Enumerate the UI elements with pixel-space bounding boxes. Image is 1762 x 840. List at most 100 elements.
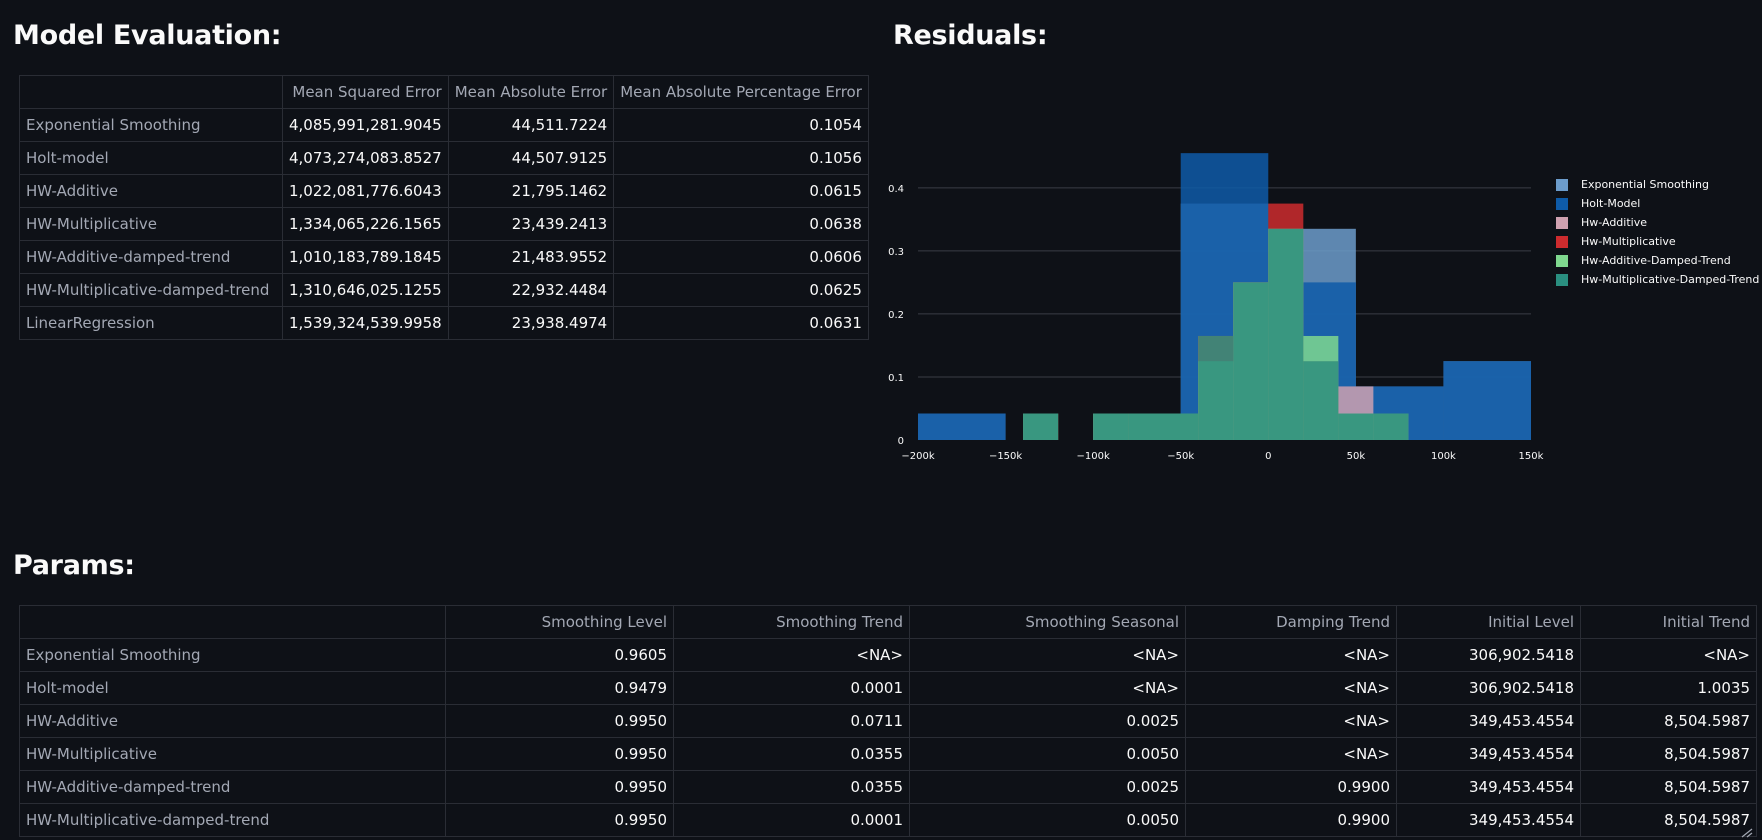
table-cell[interactable]: 0.0001 xyxy=(673,671,910,705)
table-cell[interactable]: <NA> xyxy=(673,638,910,672)
table-cell[interactable]: <NA> xyxy=(1185,671,1397,705)
row-label[interactable]: HW-Additive-damped-trend xyxy=(19,770,446,804)
column-header[interactable]: Smoothing Seasonal xyxy=(909,605,1186,639)
table-cell[interactable]: 349,453.4554 xyxy=(1396,803,1581,837)
table-cell[interactable]: 1.0035 xyxy=(1580,671,1757,705)
row-label[interactable]: Holt-model xyxy=(19,141,283,175)
legend-item[interactable]: Holt-Model xyxy=(1556,194,1759,213)
table-cell[interactable]: 0.0355 xyxy=(673,770,910,804)
table-cell[interactable]: 0.0050 xyxy=(909,737,1186,771)
histogram-bar[interactable] xyxy=(1093,413,1129,440)
row-label[interactable]: HW-Multiplicative-damped-trend xyxy=(19,803,446,837)
table-cell[interactable]: 1,310,646,025.1255 xyxy=(282,273,449,307)
histogram-bar[interactable] xyxy=(1373,413,1409,440)
row-label[interactable]: LinearRegression xyxy=(19,306,283,340)
row-label[interactable]: HW-Additive xyxy=(19,174,283,208)
index-header[interactable] xyxy=(19,605,446,639)
table-cell[interactable]: 21,483.9552 xyxy=(447,240,615,274)
histogram-bar[interactable] xyxy=(1443,361,1531,440)
table-cell[interactable]: 0.0638 xyxy=(613,207,869,241)
column-header[interactable]: Mean Absolute Error xyxy=(447,75,615,109)
table-cell[interactable]: 0.9950 xyxy=(445,737,674,771)
table-cell[interactable]: 306,902.5418 xyxy=(1396,638,1581,672)
table-cell[interactable]: 0.9950 xyxy=(445,770,674,804)
table-cell[interactable]: 0.9900 xyxy=(1185,803,1397,837)
table-cell[interactable]: 1,022,081,776.6043 xyxy=(282,174,449,208)
table-cell[interactable]: 0.9479 xyxy=(445,671,674,705)
table-cell[interactable]: 1,010,183,789.1845 xyxy=(282,240,449,274)
table-cell[interactable]: 349,453.4554 xyxy=(1396,737,1581,771)
histogram-bar[interactable] xyxy=(1023,413,1059,440)
row-label[interactable]: HW-Multiplicative xyxy=(19,737,446,771)
model-evaluation-table[interactable]: Mean Squared Error Mean Absolute Error Mea… xyxy=(19,75,869,340)
table-cell[interactable]: 4,085,991,281.9045 xyxy=(282,108,449,142)
chart-legend[interactable]: Exponential Smoothing Holt-Model Hw-Additi… xyxy=(1556,175,1759,289)
table-cell[interactable]: 0.9950 xyxy=(445,704,674,738)
table-cell[interactable]: 0.0606 xyxy=(613,240,869,274)
column-header[interactable]: Initial Trend xyxy=(1580,605,1757,639)
table-cell[interactable]: <NA> xyxy=(1185,737,1397,771)
row-label[interactable]: HW-Additive-damped-trend xyxy=(19,240,283,274)
table-cell[interactable]: 349,453.4554 xyxy=(1396,770,1581,804)
table-cell[interactable]: 8,504.5987 xyxy=(1580,737,1757,771)
histogram-bar[interactable] xyxy=(1128,413,1199,440)
table-cell[interactable]: 1,539,324,539.9958 xyxy=(282,306,449,340)
row-label[interactable]: HW-Multiplicative-damped-trend xyxy=(19,273,283,307)
column-header[interactable]: Smoothing Level xyxy=(445,605,674,639)
histogram-bar[interactable] xyxy=(1198,335,1234,440)
table-cell[interactable]: <NA> xyxy=(1185,704,1397,738)
table-cell[interactable]: 44,507.9125 xyxy=(447,141,615,175)
histogram-bar[interactable] xyxy=(1268,228,1304,440)
legend-item[interactable]: Hw-Additive xyxy=(1556,213,1759,232)
table-cell[interactable]: 349,453.4554 xyxy=(1396,704,1581,738)
column-header[interactable]: Smoothing Trend xyxy=(673,605,910,639)
table-cell[interactable]: 0.0001 xyxy=(673,803,910,837)
legend-item[interactable]: Hw-Multiplicative xyxy=(1556,232,1759,251)
row-label[interactable]: HW-Multiplicative xyxy=(19,207,283,241)
column-header[interactable]: Mean Squared Error xyxy=(282,75,449,109)
table-cell[interactable]: 0.0355 xyxy=(673,737,910,771)
table-cell[interactable]: 8,504.5987 xyxy=(1580,803,1757,837)
table-cell[interactable]: 306,902.5418 xyxy=(1396,671,1581,705)
row-label[interactable]: Exponential Smoothing xyxy=(19,108,283,142)
residuals-histogram[interactable]: 0 0.1 0.2 0.3 0.4 −200k −150k −100k −50k 0 50k 100k… xyxy=(880,150,1640,480)
table-cell[interactable]: 0.9900 xyxy=(1185,770,1397,804)
table-cell[interactable]: 0.1054 xyxy=(613,108,869,142)
legend-item[interactable]: Exponential Smoothing xyxy=(1556,175,1759,194)
table-cell[interactable]: 0.0711 xyxy=(673,704,910,738)
table-cell[interactable]: <NA> xyxy=(1185,638,1397,672)
table-cell[interactable]: 0.9950 xyxy=(445,803,674,837)
table-cell[interactable]: 0.0025 xyxy=(909,770,1186,804)
table-cell[interactable]: 1,334,065,226.1565 xyxy=(282,207,449,241)
row-label[interactable]: Holt-model xyxy=(19,671,446,705)
table-cell[interactable]: <NA> xyxy=(1580,638,1757,672)
table-cell[interactable]: 44,511.7224 xyxy=(447,108,615,142)
table-cell[interactable]: 8,504.5987 xyxy=(1580,770,1757,804)
row-label[interactable]: Exponential Smoothing xyxy=(19,638,446,672)
table-cell[interactable]: 22,932.4484 xyxy=(447,273,615,307)
column-header[interactable]: Initial Level xyxy=(1396,605,1581,639)
column-header[interactable]: Damping Trend xyxy=(1185,605,1397,639)
table-cell[interactable]: 23,439.2413 xyxy=(447,207,615,241)
legend-item[interactable]: Hw-Multiplicative-Damped-Trend xyxy=(1556,270,1759,289)
table-cell[interactable]: 0.0050 xyxy=(909,803,1186,837)
table-cell[interactable]: 8,504.5987 xyxy=(1580,704,1757,738)
table-cell[interactable]: <NA> xyxy=(909,638,1186,672)
row-label[interactable]: HW-Additive xyxy=(19,704,446,738)
table-cell[interactable]: 0.0625 xyxy=(613,273,869,307)
table-cell[interactable]: 0.0615 xyxy=(613,174,869,208)
table-cell[interactable]: 21,795.1462 xyxy=(447,174,615,208)
params-table[interactable]: Smoothing Level Smoothing Trend Smoothing … xyxy=(19,605,1757,837)
histogram-bar[interactable] xyxy=(1338,413,1374,440)
legend-item[interactable]: Hw-Additive-Damped-Trend xyxy=(1556,251,1759,270)
table-cell[interactable]: 0.1056 xyxy=(613,141,869,175)
table-cell[interactable]: 23,938.4974 xyxy=(447,306,615,340)
table-cell[interactable]: 4,073,274,083.8527 xyxy=(282,141,449,175)
table-cell[interactable]: 0.0631 xyxy=(613,306,869,340)
histogram-bar[interactable] xyxy=(918,413,1006,440)
column-header[interactable]: Mean Absolute Percentage Error xyxy=(613,75,869,109)
table-cell[interactable]: 0.0025 xyxy=(909,704,1186,738)
index-header[interactable] xyxy=(19,75,283,109)
table-cell[interactable]: <NA> xyxy=(909,671,1186,705)
table-cell[interactable]: 0.9605 xyxy=(445,638,674,672)
